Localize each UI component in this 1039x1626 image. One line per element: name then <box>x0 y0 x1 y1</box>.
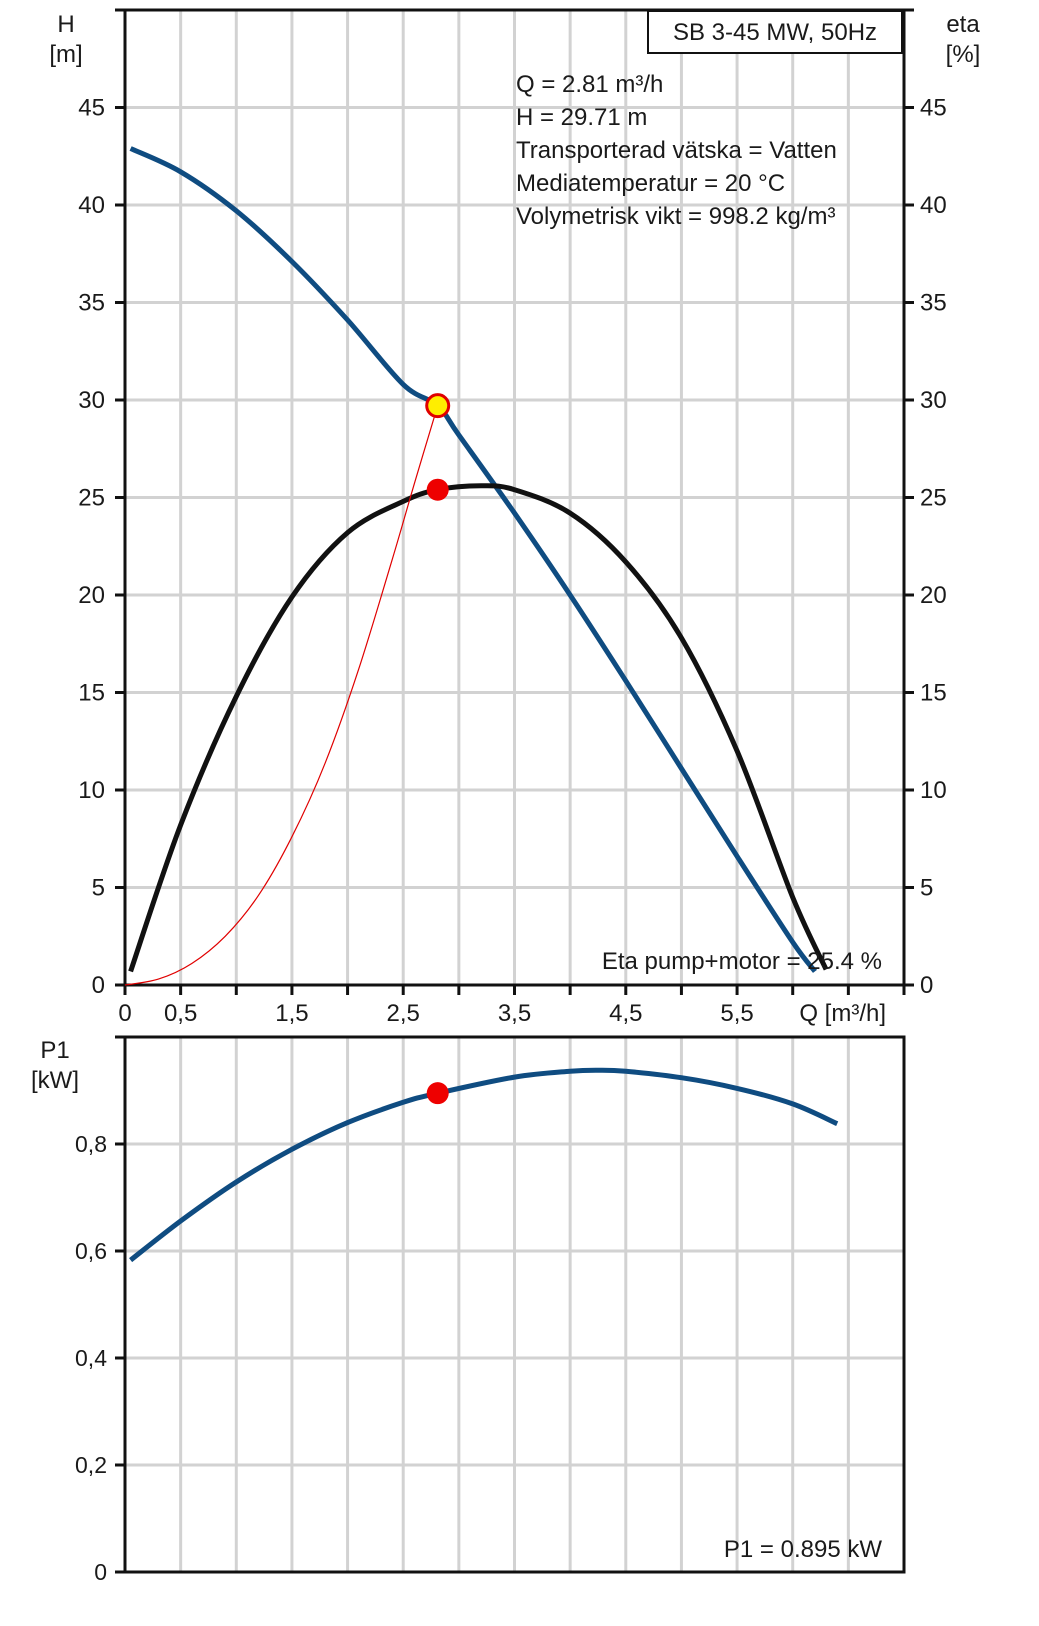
p1-tick-label: 0 <box>94 1559 107 1585</box>
x-tick-label: 4,5 <box>609 1000 642 1027</box>
p1-axis-label-line2: [kW] <box>31 1067 79 1094</box>
p1-tick-label: 0,6 <box>75 1238 107 1264</box>
y-tick-label: 30 <box>78 387 105 414</box>
y-right-tick-label: 20 <box>920 582 947 609</box>
info-line: H = 29.71 m <box>516 104 647 131</box>
x-tick-label: 0,5 <box>164 1000 197 1027</box>
bottom-grid <box>125 1035 904 1572</box>
y-tick-label: 45 <box>78 95 105 122</box>
x-tick-label: 3,5 <box>498 1000 531 1027</box>
duty-point-eta <box>426 478 449 501</box>
bottom-plot-frame <box>123 1035 906 1574</box>
y-right-tick-label: 15 <box>920 680 947 707</box>
y-right-tick-label: 25 <box>920 485 947 512</box>
info-block: Q = 2.81 m³/h H = 29.71 m Transporterad vä… <box>516 71 837 230</box>
y-tick-label: 40 <box>78 192 105 219</box>
y-tick-label: 35 <box>78 290 105 317</box>
y-right-tick-label: 30 <box>920 387 947 414</box>
y-tick-label: 25 <box>78 485 105 512</box>
curve-P1 <box>129 1067 839 1263</box>
y-axis-label-line2: [m] <box>49 41 82 68</box>
y-right-tick-label: 45 <box>920 95 947 122</box>
info-line: Volymetrisk vikt = 998.2 kg/m³ <box>516 203 835 230</box>
y-right-tick-label: 0 <box>920 972 933 999</box>
y-right-tick-label: 40 <box>920 192 947 219</box>
y-tick-label: 0 <box>92 972 105 999</box>
duty-point-head <box>425 393 451 419</box>
y-right-tick-label: 5 <box>920 875 933 902</box>
p1-tick-label: 0,4 <box>75 1345 107 1371</box>
x-axis-label: Q [m³/h] <box>799 1000 886 1027</box>
title-box <box>647 10 903 54</box>
y-tick-label: 10 <box>78 777 105 804</box>
info-line: Transporterad vätska = Vatten <box>516 137 837 164</box>
chart-title: SB 3-45 MW, 50Hz <box>673 19 877 46</box>
p1-footer-label: P1 = 0.895 kW <box>724 1536 882 1563</box>
p1-tick-label: 0,8 <box>75 1131 107 1157</box>
y-tick-label: 15 <box>78 680 105 707</box>
y-tick-label: 20 <box>78 582 105 609</box>
y-axis-label-line1: H <box>57 11 74 38</box>
curve-H <box>129 146 817 973</box>
info-line: Mediatemperatur = 20 °C <box>516 170 785 197</box>
curve-system <box>124 405 439 986</box>
eta-footer-label: Eta pump+motor = 25.4 % <box>602 948 882 975</box>
p1-tick-label: 0,2 <box>75 1452 107 1478</box>
y-axis-right-label-line1: eta <box>946 11 980 38</box>
duty-point-p1 <box>426 1082 449 1105</box>
top-duty-points <box>425 393 451 501</box>
top-series <box>124 146 829 986</box>
y-tick-label: 5 <box>92 875 105 902</box>
y-axis-right-label-line2: [%] <box>946 41 981 68</box>
x-tick-label: 1,5 <box>275 1000 308 1027</box>
y-right-tick-label: 10 <box>920 777 947 804</box>
x-tick-label: 5,5 <box>720 1000 753 1027</box>
x-tick-label: 0 <box>118 1000 131 1027</box>
curve-eta <box>128 483 829 973</box>
y-right-tick-label: 35 <box>920 290 947 317</box>
info-line: Q = 2.81 m³/h <box>516 71 663 98</box>
bottom-duty-points <box>426 1082 449 1105</box>
bottom-ticks: 0 0,2 0,4 0,6 0,8 <box>75 1035 125 1585</box>
bottom-series <box>129 1067 839 1263</box>
p1-axis-label-line1: P1 <box>40 1037 69 1064</box>
x-tick-label: 2,5 <box>387 1000 420 1027</box>
